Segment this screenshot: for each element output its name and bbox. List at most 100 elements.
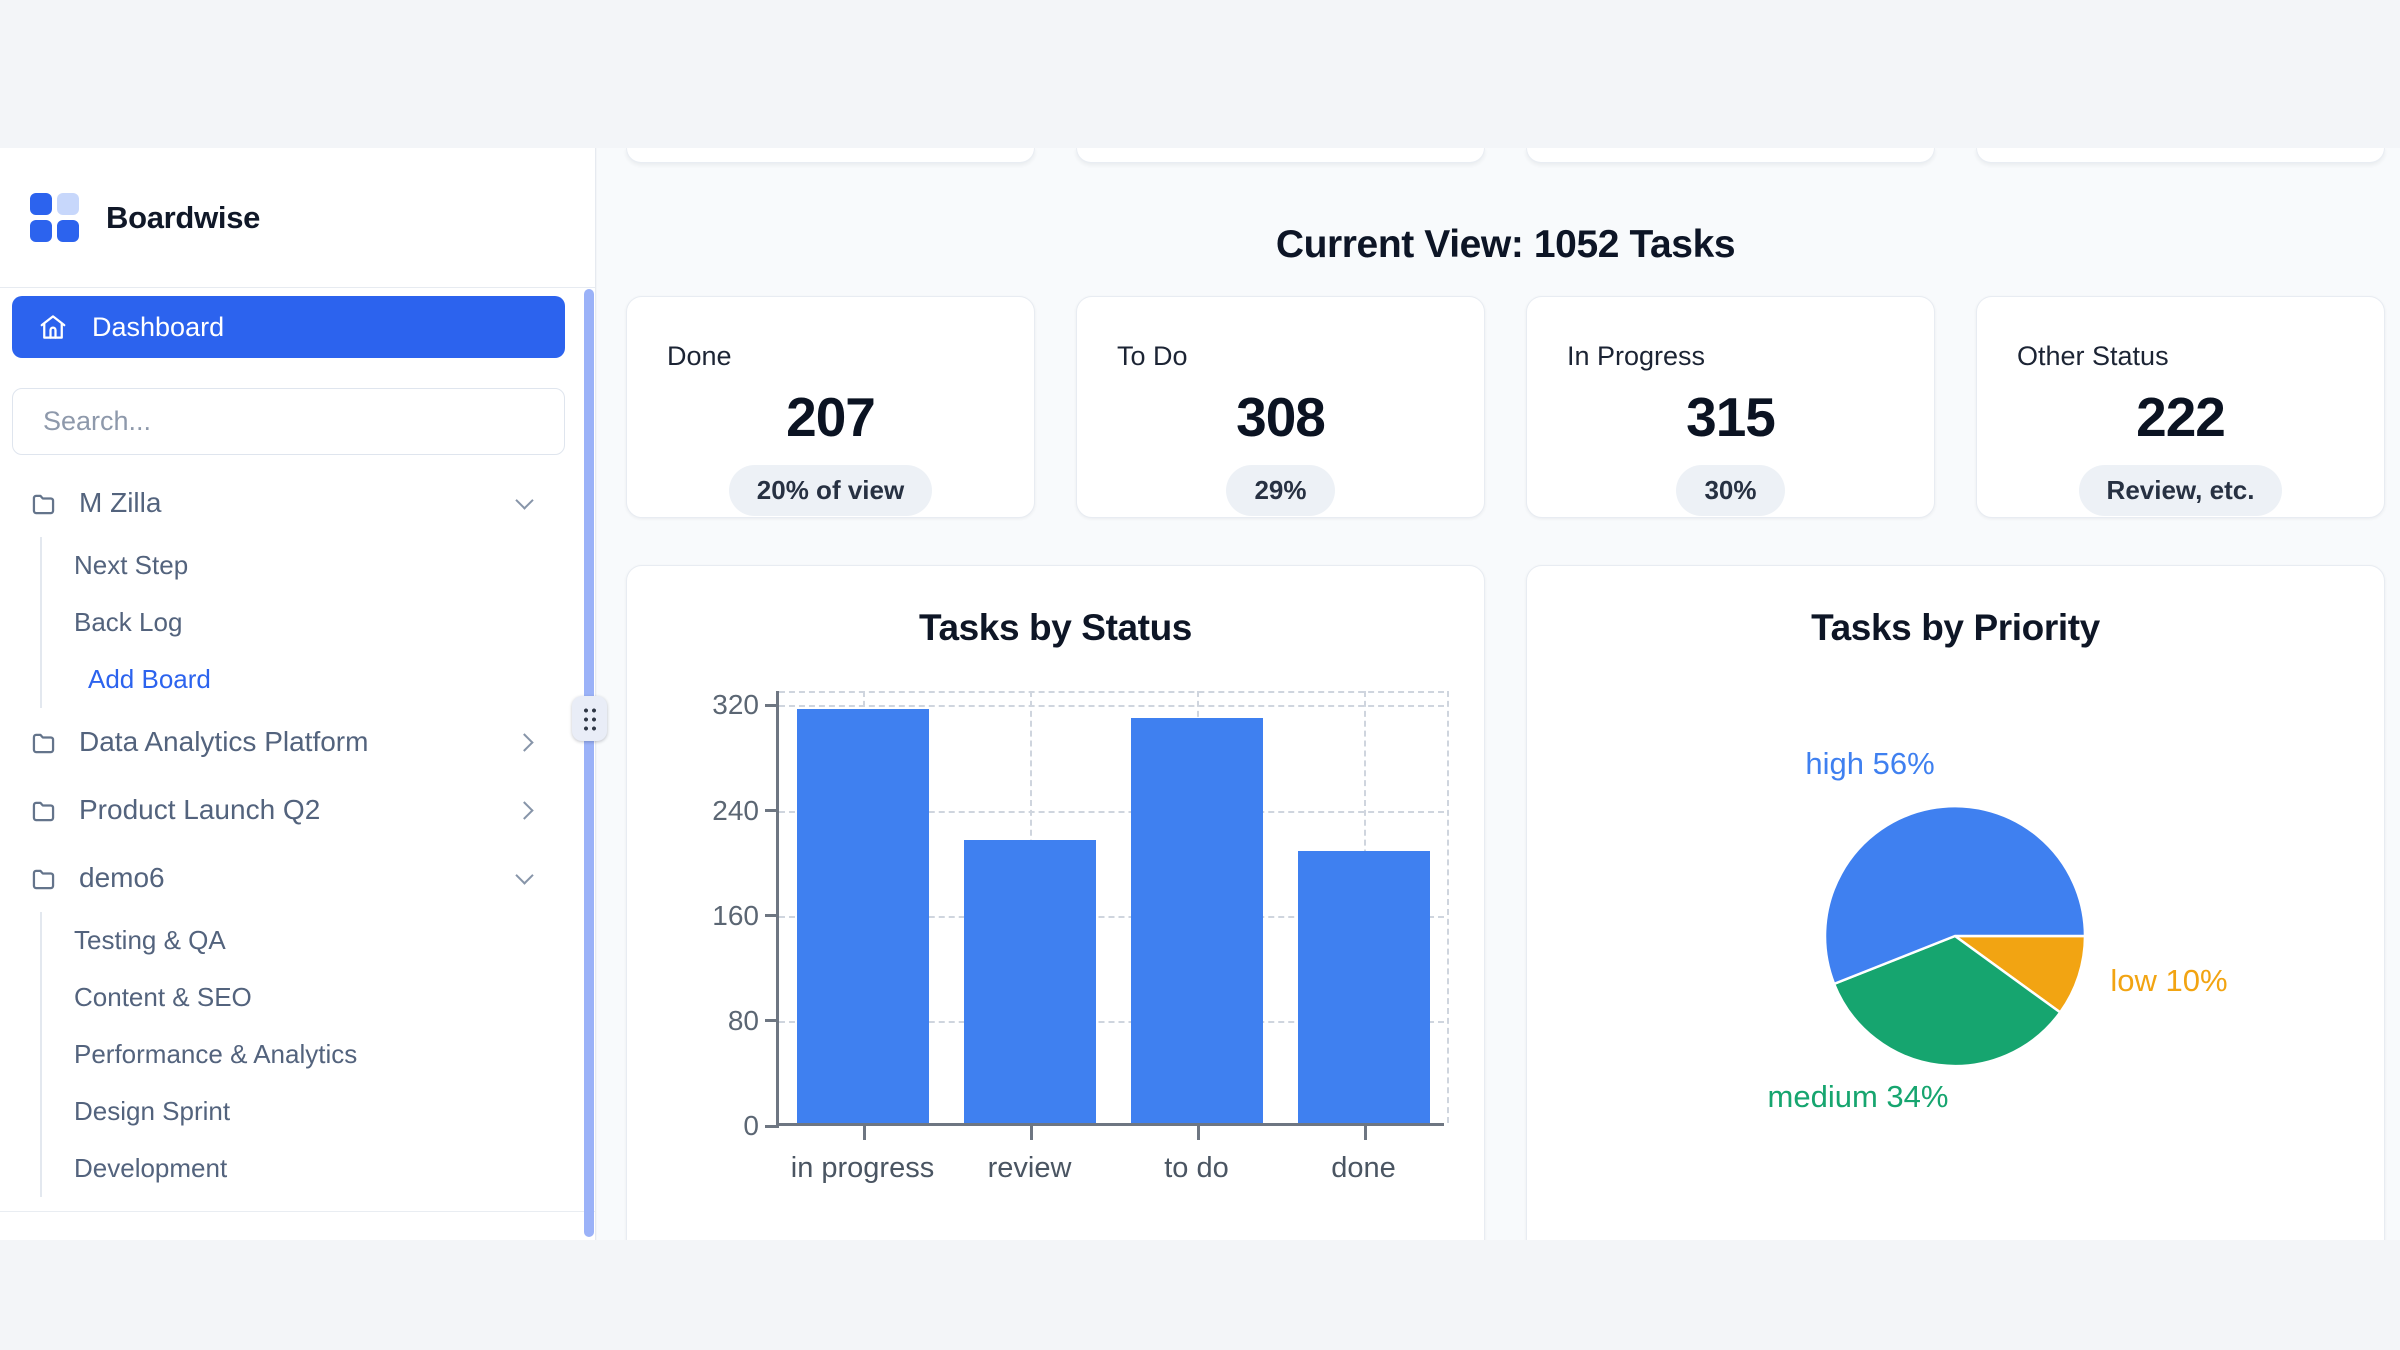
folder-icon <box>32 733 55 753</box>
stat-badge: 20% of view <box>728 465 933 516</box>
gridline-y <box>779 1020 1444 1023</box>
x-tick-label: in progress <box>790 1152 935 1184</box>
x-tick <box>1196 1126 1200 1140</box>
pie-chart-title: Tasks by Priority <box>1811 607 2100 648</box>
tree-item-label: Data Analytics Platform <box>79 726 369 757</box>
y-tick-label: 80 <box>727 1004 759 1036</box>
y-tick <box>765 1124 779 1128</box>
clipped-card <box>1526 148 1935 163</box>
pie-label-low: low 10% <box>2110 963 2228 998</box>
chevron-right-icon <box>515 800 534 820</box>
tree-subitem-next-step[interactable]: Next Step <box>74 550 189 580</box>
tree-item-label: Product Launch Q2 <box>79 794 321 825</box>
tree-item-demo6[interactable]: demo6 <box>0 844 595 912</box>
pie-label-high: high 56% <box>1805 746 1935 781</box>
x-tick <box>862 1126 866 1140</box>
stats-row: Done 207 20% of view To Do 308 29% In Pr… <box>626 296 2385 518</box>
clipped-card <box>1976 148 2385 163</box>
pie-slice-high <box>1823 804 2087 986</box>
gridline-y <box>779 810 1444 813</box>
clipped-cards-row <box>626 148 2385 163</box>
stat-label: In Progress <box>1567 341 1706 371</box>
tree-divider <box>0 1211 595 1212</box>
x-tick <box>1363 1126 1367 1140</box>
folder-icon <box>32 869 55 889</box>
sidebar-scrollbar[interactable] <box>584 289 594 1237</box>
project-tree: M Zilla Next Step Back Log Add Board Dat… <box>0 469 595 1212</box>
sidebar: Boardwise Dashboard M Zilla Next Step <box>0 148 607 1240</box>
pie-chart-card: Tasks by Priority high 56% low 10% mediu… <box>1526 565 2385 1240</box>
logo-square <box>30 192 52 215</box>
pie-slice-low <box>1951 934 2087 1015</box>
y-tick <box>765 914 779 918</box>
bar-to-do <box>1130 718 1263 1123</box>
tree-item-label: M Zilla <box>79 487 162 518</box>
main-content: Current View: 1052 Tasks Done 207 20% of… <box>597 148 2400 1240</box>
tree-subitem-content-seo[interactable]: Content & SEO <box>74 982 252 1012</box>
stat-value: 222 <box>2136 386 2226 448</box>
charts-row: Tasks by Status 0 80 160 240 320 in progress r… <box>626 565 2385 1240</box>
tree-subitem-development[interactable]: Development <box>74 1153 228 1183</box>
folder-icon <box>32 494 55 514</box>
stat-badge: Review, etc. <box>2078 465 2283 516</box>
home-icon <box>40 315 66 339</box>
tree-item-m-zilla[interactable]: M Zilla <box>0 469 595 537</box>
tree-subitem-back-log[interactable]: Back Log <box>74 607 183 637</box>
search-input[interactable] <box>12 388 565 455</box>
y-tick-label: 0 <box>743 1110 759 1141</box>
stat-card-in-progress: In Progress 315 30% <box>1526 296 1935 518</box>
grip-dots-icon <box>581 706 598 731</box>
gridline-y <box>779 915 1444 918</box>
stat-card-other-status: Other Status 222 Review, etc. <box>1976 296 2385 518</box>
x-tick <box>1029 1126 1033 1140</box>
bar-chart-card: Tasks by Status 0 80 160 240 320 in progress r… <box>626 565 1485 1240</box>
tree-subitem-testing-qa[interactable]: Testing & QA <box>74 925 226 955</box>
app-title: Boardwise <box>106 199 261 235</box>
tree-item-product-launch-q2[interactable]: Product Launch Q2 <box>0 776 595 844</box>
x-tick-label: to do <box>1164 1152 1229 1184</box>
gridline-x-right <box>1447 691 1449 1123</box>
bar-in-progress <box>796 709 929 1123</box>
pie-label-medium: medium 34% <box>1767 1079 1949 1114</box>
logo-square <box>57 219 79 242</box>
stat-badge: 30% <box>1676 465 1785 516</box>
stat-value: 308 <box>1236 386 1326 448</box>
stat-label: To Do <box>1117 341 1188 371</box>
stat-card-done: Done 207 20% of view <box>626 296 1035 518</box>
y-tick-label: 240 <box>712 794 759 826</box>
y-tick <box>765 809 779 813</box>
tree-sublist: Next Step Back Log Add Board <box>40 537 595 708</box>
chevron-down-icon <box>515 490 534 510</box>
stat-badge: 29% <box>1226 465 1335 516</box>
tree-subitem-design-sprint[interactable]: Design Sprint <box>74 1096 231 1126</box>
chevron-right-icon <box>515 732 534 752</box>
bar-chart-title: Tasks by Status <box>919 607 1192 648</box>
page-title: Current View: 1052 Tasks <box>1275 223 1736 266</box>
gridline-y <box>779 705 1444 708</box>
tree-subitem-performance-analytics[interactable]: Performance & Analytics <box>74 1039 358 1069</box>
chevron-down-icon <box>515 865 534 885</box>
add-board-link[interactable]: Add Board <box>88 664 211 694</box>
y-tick <box>765 1019 779 1023</box>
bar-review <box>963 840 1096 1123</box>
pie-chart-svg <box>1823 804 2087 1068</box>
logo-square <box>57 192 79 215</box>
stat-value: 315 <box>1686 386 1776 448</box>
dashboard-nav-button[interactable]: Dashboard <box>12 296 565 358</box>
stat-value: 207 <box>786 386 876 448</box>
y-tick-label: 160 <box>712 899 759 931</box>
clipped-card <box>626 148 1035 163</box>
app-window: Boardwise Dashboard M Zilla Next Step <box>0 148 2400 1240</box>
boardwise-logo-icon <box>30 192 80 243</box>
x-tick-label: done <box>1331 1152 1396 1184</box>
pie-slice-medium <box>1832 934 2062 1068</box>
y-tick <box>765 703 779 707</box>
tree-item-data-analytics-platform[interactable]: Data Analytics Platform <box>0 708 595 776</box>
sidebar-resize-handle[interactable] <box>572 696 607 741</box>
y-tick-label: 320 <box>712 689 759 721</box>
stat-card-todo: To Do 308 29% <box>1076 296 1485 518</box>
bar-done <box>1297 850 1430 1123</box>
clipped-card <box>1076 148 1485 163</box>
logo-row: Boardwise <box>0 148 595 288</box>
tree-item-label: demo6 <box>79 862 165 893</box>
